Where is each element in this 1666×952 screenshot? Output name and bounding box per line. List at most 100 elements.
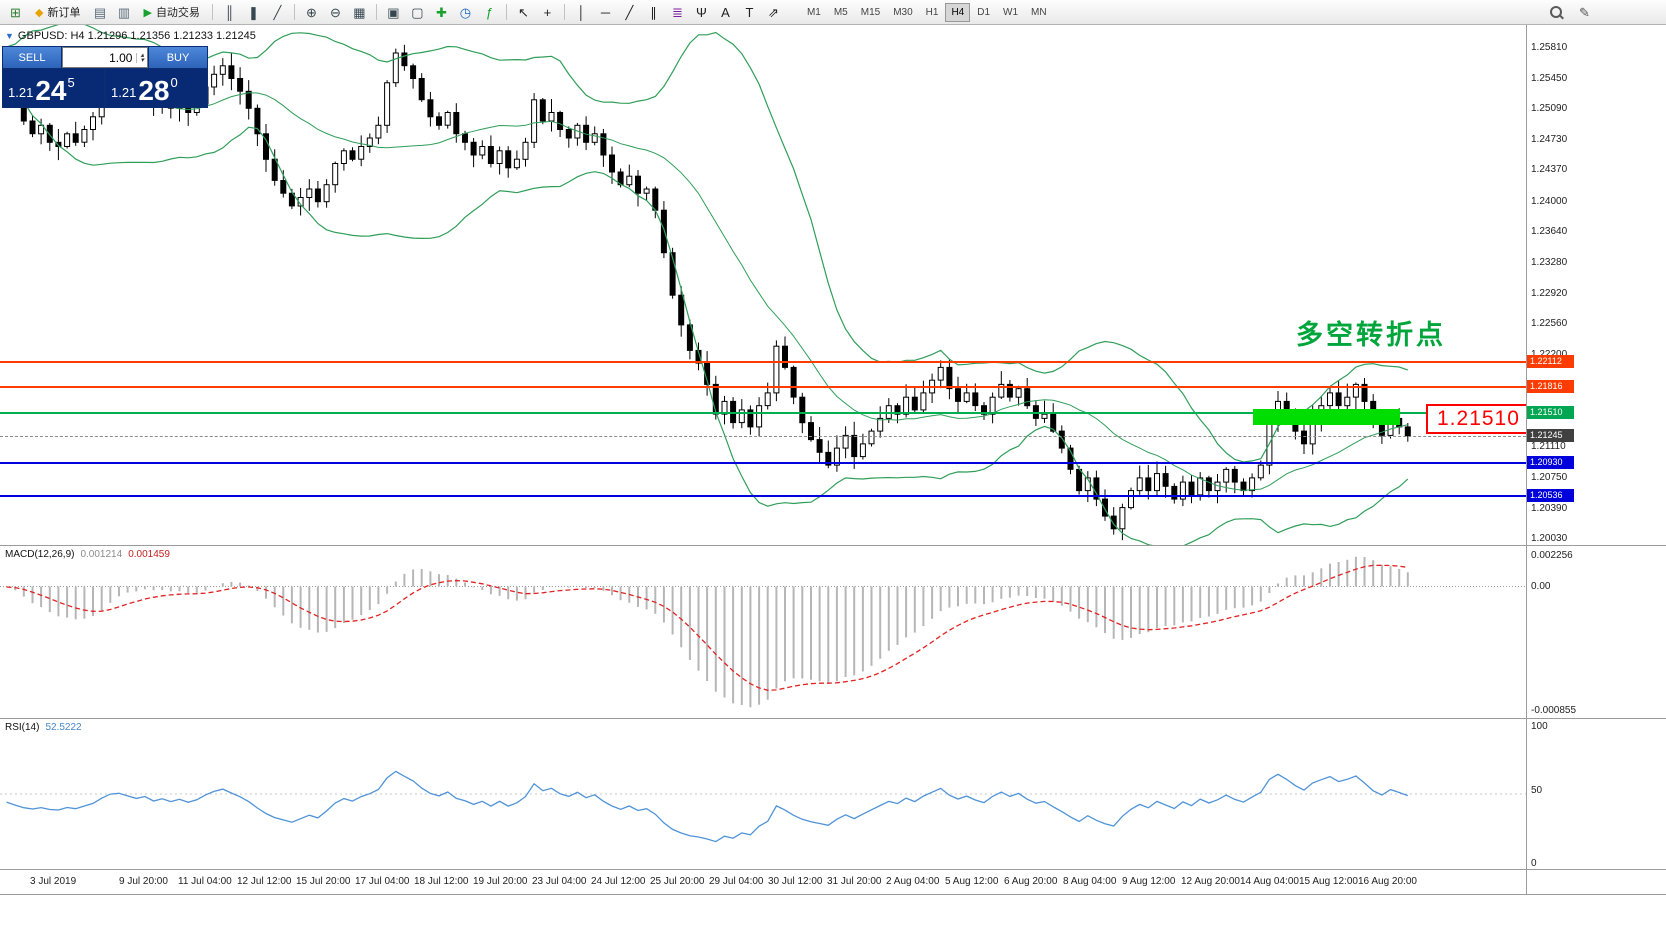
volume-input[interactable]: 1.00 ▴ ▾	[62, 47, 148, 68]
macd-value-main: 0.001214	[80, 549, 123, 560]
volume-down-icon[interactable]: ▾	[140, 56, 144, 64]
vertical-line-icon[interactable]: │	[570, 3, 593, 22]
price-tag: 1.22112	[1526, 355, 1574, 369]
turning-point-annotation[interactable]: 多空转折点	[1296, 320, 1446, 350]
rsi-scale-bottom: 0	[1531, 858, 1537, 869]
buy-button[interactable]: BUY	[149, 47, 207, 68]
highlight-rectangle[interactable]	[1253, 409, 1400, 426]
price-scale-label: 1.25450	[1531, 72, 1568, 84]
price-scale[interactable]: 1.25810 1.25450 1.25090 1.24730 1.24370 1.240…	[1526, 25, 1666, 545]
quick-edit-icon[interactable]: ✎	[1579, 4, 1590, 20]
cascade-windows-icon-glyph: ▢	[411, 4, 424, 20]
timeframe-m30-button[interactable]: M30	[893, 6, 913, 18]
arrow-objects-icon[interactable]: ⇗	[762, 3, 785, 22]
profiles-icon[interactable]: ▤	[88, 3, 111, 22]
timeframe-d1-button[interactable]: D1	[977, 6, 991, 18]
line-chart-icon[interactable]: ╱	[266, 3, 289, 22]
macd-scale-zero: 0.00	[1531, 580, 1551, 592]
timeframe-mn-button[interactable]: MN	[1031, 6, 1047, 18]
price-tag: 1.21816	[1526, 380, 1574, 394]
toolbar-separator	[375, 4, 377, 20]
price-scale-label: 1.24000	[1531, 195, 1568, 207]
cascade-windows-icon[interactable]: ▢	[406, 3, 429, 22]
autotrading-button[interactable]: ▶ 自动交易	[136, 3, 206, 22]
horizontal-level-line[interactable]	[0, 386, 1526, 389]
time-axis-label: 12 Aug 20:00	[1181, 876, 1240, 887]
charts-window-icon-glyph: ▥	[117, 4, 131, 20]
chart-canvas[interactable]: ▼ GBPUSD: H4 1.21296 1.21356 1.21233 1.21…	[0, 25, 1531, 545]
panel-separator[interactable]	[0, 718, 1666, 719]
bar-chart-icon[interactable]: ║	[218, 3, 241, 22]
candlestick-chart-icon[interactable]: ❚	[242, 3, 265, 22]
new-order-button[interactable]: ◆ 新订单	[28, 3, 87, 22]
new-order-icon: ◆	[35, 6, 44, 19]
price-scale-label: 1.22560	[1531, 318, 1568, 330]
new-order-plus-icon-glyph: ✚	[435, 4, 447, 20]
equidistant-channel-icon-glyph: ∥	[650, 4, 657, 20]
charts-window-icon[interactable]: ▥	[112, 3, 135, 22]
toolbar-separator	[293, 4, 295, 20]
timeframe-m1-button[interactable]: M1	[806, 6, 821, 18]
search-icon[interactable]	[1544, 3, 1567, 22]
zoom-out-icon[interactable]: ⊖	[324, 3, 347, 22]
horizontal-line-icon[interactable]: ─	[594, 3, 617, 22]
macd-panel[interactable]: MACD(12,26,9) 0.001214 0.001459	[0, 546, 1526, 718]
one-click-trading-panel[interactable]: SELL 1.00 ▴ ▾ BUY 1.21 24 5 1.21 28 0	[2, 46, 208, 108]
timeframe-w1-button[interactable]: W1	[1003, 6, 1019, 18]
new-order-button-label: 新订单	[47, 7, 81, 19]
trendline-icon[interactable]: ╱	[618, 3, 641, 22]
volume-stepper[interactable]: ▴ ▾	[136, 51, 147, 64]
fibonacci-icon[interactable]: ≣	[666, 3, 689, 22]
grid-icon[interactable]: ▦	[348, 3, 371, 22]
price-scale-label: 1.23640	[1531, 226, 1568, 238]
panel-separator[interactable]	[0, 545, 1666, 546]
horizontal-line-icon-glyph: ─	[600, 4, 611, 20]
macd-chart[interactable]	[0, 546, 1526, 718]
time-axis-label: 14 Aug 04:00	[1240, 876, 1299, 887]
cursor-icon-glyph: ↖	[517, 4, 529, 20]
search-icon-shape	[1549, 6, 1562, 18]
indicators-icon[interactable]: ƒ	[478, 3, 501, 22]
timeframe-h1-button[interactable]: H1	[925, 6, 939, 18]
equidistant-channel-icon[interactable]: ∥	[642, 3, 665, 22]
horizontal-level-line[interactable]	[0, 461, 1526, 464]
rsi-panel[interactable]: RSI(14) 52.5222	[0, 719, 1526, 869]
rsi-scale[interactable]: 100 50 0	[1526, 719, 1666, 869]
time-axis[interactable]: 3 Jul 2019 9 Jul 20:00 11 Jul 04:00 12 Jul …	[0, 870, 1526, 894]
volume-up-icon[interactable]: ▴	[140, 51, 144, 59]
price-callout-box[interactable]: 1.21510	[1426, 404, 1531, 434]
time-axis-label: 3 Jul 2019	[30, 876, 77, 887]
andrews-pitchfork-icon[interactable]: Ψ	[690, 3, 713, 22]
one-click-toggle-icon[interactable]: ▼	[5, 31, 14, 41]
andrews-pitchfork-icon-glyph: Ψ	[696, 4, 707, 20]
macd-scale[interactable]: 0.002256 0.00 -0.000855	[1526, 546, 1666, 718]
horizontal-level-line[interactable]	[0, 412, 1526, 415]
new-chart-icon[interactable]: ⊞	[4, 3, 27, 22]
new-order-plus-icon[interactable]: ✚	[430, 3, 453, 22]
text-icon[interactable]: A	[714, 3, 737, 22]
rsi-value: 52.5222	[45, 722, 82, 733]
horizontal-level-line[interactable]	[0, 361, 1526, 364]
horizontal-level-line[interactable]	[0, 495, 1526, 498]
timeframe-m15-button[interactable]: M15	[860, 6, 881, 18]
time-axis-label: 29 Jul 04:00	[709, 876, 764, 887]
sell-price-button[interactable]: 1.21 24 5	[3, 69, 104, 107]
scale-separator	[1526, 25, 1527, 894]
zoom-in-icon[interactable]: ⊕	[300, 3, 323, 22]
sell-button[interactable]: SELL	[3, 47, 61, 68]
cursor-icon[interactable]: ↖	[512, 3, 535, 22]
crosshair-icon[interactable]: +	[536, 3, 559, 22]
strategy-tester-icon[interactable]: ◷	[454, 3, 477, 22]
macd-value-signal: 0.001459	[128, 549, 170, 560]
tile-windows-icon[interactable]: ▣	[382, 3, 405, 22]
time-axis-label: 15 Aug 12:00	[1299, 876, 1358, 887]
timeframe-h4-button[interactable]: H4	[945, 2, 971, 22]
buy-price-button[interactable]: 1.21 28 0	[106, 69, 207, 107]
text-label-icon[interactable]: T	[738, 3, 761, 22]
timeframe-m5-button[interactable]: M5	[833, 6, 848, 18]
price-scale-label: 1.20750	[1531, 471, 1568, 483]
rsi-chart[interactable]	[0, 719, 1526, 869]
candlestick-chart[interactable]	[0, 25, 1526, 545]
price-scale-label: 1.24370	[1531, 164, 1568, 176]
